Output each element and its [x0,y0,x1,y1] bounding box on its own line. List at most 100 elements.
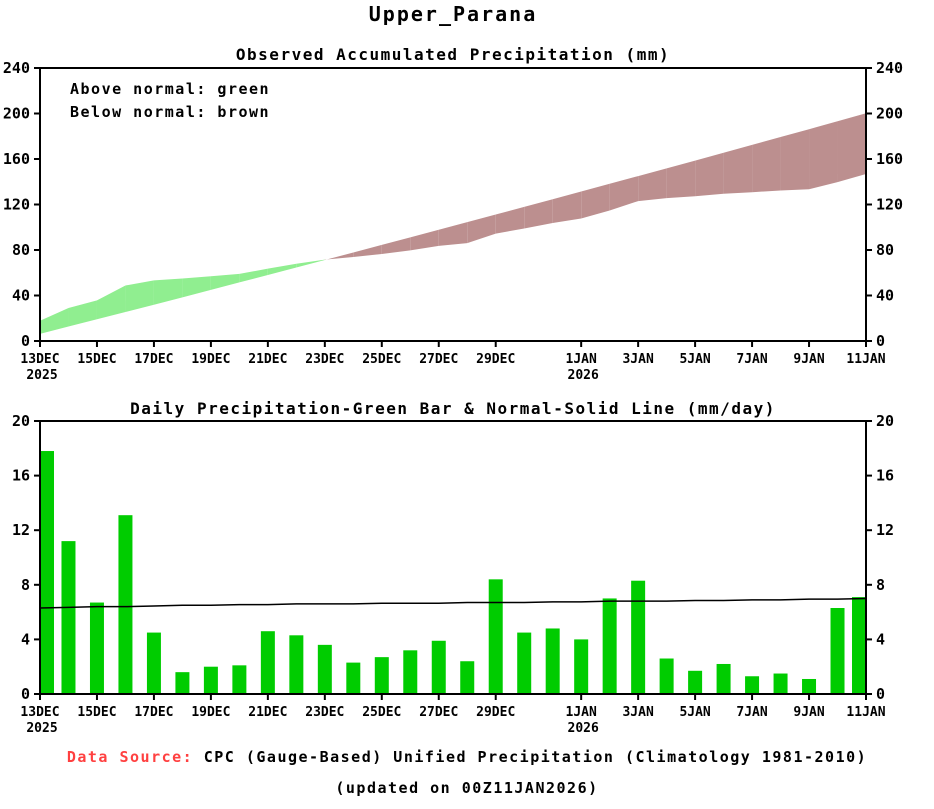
x-axis-label: 25DEC [362,705,401,720]
below-normal-band-segment [837,113,866,183]
daily-precip-bar [602,598,617,694]
x-axis-label: 23DEC [305,705,344,720]
y-axis-label-left: 20 [12,412,30,430]
below-normal-band-segment [638,168,667,202]
daily-precip-bar [374,657,389,694]
data-source-text: CPC (Gauge-Based) Unified Precipitation … [193,748,868,766]
x-axis-label: 13DEC [20,705,59,720]
daily-precip-bar [631,580,646,694]
daily-precip-bar [89,602,104,694]
updated-line: (updated on 00Z11JAN2026) [335,779,599,797]
daily-precip-bar [773,673,788,694]
daily-precip-bar [431,640,446,694]
x-axis-year-label: 2025 [26,721,57,736]
x-axis-label: 29DEC [476,352,515,367]
below-normal-band-segment [666,160,696,199]
x-axis-label: 11JAN [846,352,885,367]
y-axis-label-right: 0 [876,685,885,703]
x-axis-label: 1JAN [566,705,597,720]
x-axis-label: 19DEC [191,705,230,720]
above-normal-band-segment [125,280,154,312]
x-axis-label: 1JAN [566,352,597,367]
y-axis-label-right: 120 [876,196,903,214]
below-normal-band-segment [581,183,610,219]
y-axis-label-right: 200 [876,105,903,123]
x-axis-year-label: 2025 [26,368,57,383]
daily-precip-bar [659,658,674,694]
y-axis-label-left: 4 [21,630,30,648]
daily-precip-bar [232,665,247,694]
y-axis-label-right: 40 [876,287,894,305]
page-title: Upper_Parana [368,2,538,26]
daily-precip-bar [460,661,475,694]
normal-precip-line [39,597,867,609]
legend: Above normal: green Below normal: brown [70,78,270,124]
x-axis-label: 27DEC [419,352,458,367]
x-axis-label: 7JAN [736,705,767,720]
above-normal-band-segment [239,268,268,283]
legend-above-normal: Above normal: green [70,80,271,98]
legend-below-normal: Below normal: brown [70,103,271,121]
data-source-line: Data Source: CPC (Gauge-Based) Unified P… [0,748,934,766]
below-normal-band-segment [609,176,639,211]
daily-precip-bar [830,608,845,694]
above-normal-band-segment [40,308,69,334]
daily-precip-bar [175,672,190,694]
above-normal-band-segment [210,273,240,290]
below-normal-band-segment [723,144,753,194]
x-axis-label: 23DEC [305,352,344,367]
above-normal-band-segment [267,263,297,276]
accumulated-chart-title: Observed Accumulated Precipitation (mm) [235,45,671,64]
below-normal-band-segment [324,252,354,261]
below-normal-band-segment [524,199,553,229]
x-axis-label: 3JAN [622,352,653,367]
below-normal-band-segment [752,137,781,193]
y-axis-label-right: 240 [876,59,903,77]
below-normal-band-segment [438,222,468,246]
below-normal-band-segment [410,229,439,251]
daily-precip-bar [403,650,418,694]
x-axis-label: 17DEC [134,705,173,720]
x-axis-label: 7JAN [736,352,767,367]
y-axis-label-right: 4 [876,630,885,648]
y-axis-label-left: 160 [3,150,30,168]
accumulated-plot-frame [39,67,867,342]
y-axis-label-left: 0 [21,332,30,350]
daily-precip-bar [203,666,218,694]
x-axis-label: 15DEC [77,352,116,367]
y-axis-label-left: 0 [21,685,30,703]
daily-precip-bar [745,676,760,694]
daily-precip-bar [260,631,275,694]
x-axis-label: 27DEC [419,705,458,720]
below-normal-band-segment [695,152,724,197]
daily-precip-bar [688,670,703,694]
x-axis-label: 5JAN [679,705,710,720]
x-axis-label: 19DEC [191,352,230,367]
y-axis-label-right: 16 [876,467,894,485]
y-axis-label-left: 200 [3,105,30,123]
daily-precip-bar [716,663,731,694]
x-axis-label: 13DEC [20,352,59,367]
daily-precip-bar [61,541,76,694]
x-axis-label: 29DEC [476,705,515,720]
daily-precip-bar [488,579,503,694]
x-axis-label: 9JAN [793,705,824,720]
x-axis-year-label: 2026 [568,368,599,383]
daily-precip-bar [146,632,161,694]
daily-precip-bar [40,451,54,694]
below-normal-band-segment [552,191,582,224]
y-axis-label-right: 12 [876,521,894,539]
y-axis-label-left: 12 [12,521,30,539]
x-axis-label: 21DEC [248,705,287,720]
below-normal-band-segment [780,129,810,191]
y-axis-label-right: 20 [876,412,894,430]
x-axis-label: 11JAN [846,705,885,720]
below-normal-band-segment [809,121,838,190]
daily-precip-bar [802,678,817,694]
daily-precip-bar [289,635,304,694]
x-axis-year-label: 2026 [568,721,599,736]
below-normal-band-segment [381,237,411,254]
daily-precip-bar [574,639,589,694]
above-normal-band-segment [153,278,183,305]
